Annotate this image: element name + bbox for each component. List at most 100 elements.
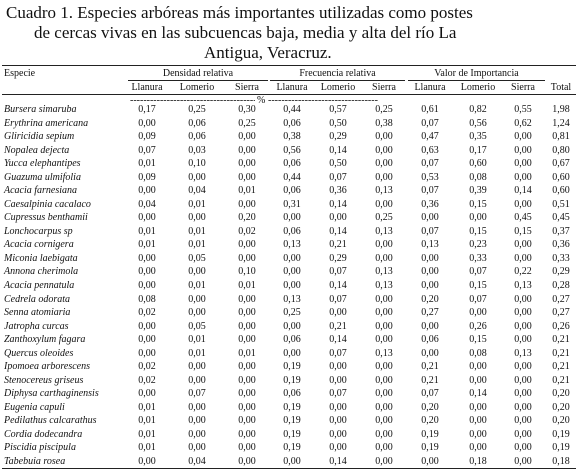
value: 0,47 [421, 131, 439, 143]
value: 0,20 [421, 415, 439, 427]
value: 0,17 [138, 104, 156, 115]
subheader: Lomerio [179, 82, 215, 93]
value: 0,30 [238, 104, 256, 115]
value: 0,00 [421, 212, 439, 224]
value: 0,00 [375, 442, 393, 454]
value: 0,07 [329, 266, 347, 278]
value: 0,21 [552, 374, 570, 386]
value: 0,80 [552, 144, 570, 156]
value: 0,00 [375, 320, 393, 332]
value: 0,00 [188, 171, 206, 183]
value: 0,13 [375, 225, 393, 237]
value: 0,00 [514, 361, 532, 373]
value: 0,19 [283, 415, 301, 427]
species: Jatropha curcas [4, 320, 69, 332]
value: 0,21 [421, 374, 439, 386]
value: 0,07 [329, 388, 347, 400]
value: 0,07 [421, 225, 439, 237]
value: 0,00 [329, 361, 347, 373]
value: 0,00 [329, 212, 347, 224]
subheader: Total [550, 82, 572, 93]
value: 0,00 [238, 428, 256, 440]
value: 0,13 [514, 280, 532, 291]
value: 0,00 [514, 415, 532, 427]
value: 0,15 [469, 225, 487, 237]
species: Guazuma ulmifolia [4, 171, 81, 183]
value: 0,38 [283, 131, 301, 143]
value: 0,00 [375, 158, 393, 170]
value: 0,00 [238, 361, 256, 373]
value: 0,02 [238, 225, 256, 237]
species: Cupressus benthamii [4, 212, 88, 224]
value: 0,20 [552, 415, 570, 427]
value: 0,00 [421, 266, 439, 278]
value: 0,01 [188, 347, 206, 359]
species: Senna atomiaria [4, 307, 71, 319]
value: 0,00 [238, 320, 256, 332]
value: 0,00 [514, 374, 532, 386]
value: 0,00 [421, 456, 439, 467]
value: 0,15 [514, 225, 532, 237]
value: 0,27 [421, 307, 439, 319]
value: 0,00 [514, 239, 532, 251]
value: 0,19 [283, 401, 301, 413]
value: 0,00 [238, 198, 256, 210]
value: 0,00 [329, 374, 347, 386]
value: 0,00 [283, 320, 301, 332]
value: 0,00 [238, 442, 256, 454]
value: 0,60 [552, 171, 570, 183]
value: 0,06 [283, 158, 301, 170]
value: 0,00 [469, 415, 487, 427]
value: 0,00 [375, 171, 393, 183]
value: 0,02 [138, 361, 156, 373]
value: 0,19 [421, 428, 439, 440]
species: Diphysa carthaginensis [4, 388, 99, 400]
group-header: Densidad relativa [162, 68, 234, 79]
subheader: Sierra [511, 82, 535, 93]
value: 0,33 [469, 252, 487, 264]
value: 0,50 [329, 158, 347, 170]
value: 0,07 [421, 158, 439, 170]
value: 0,67 [552, 158, 570, 170]
value: 1,98 [552, 104, 570, 115]
value: 0,00 [469, 442, 487, 454]
value: 0,00 [514, 171, 532, 183]
value: 0,06 [283, 185, 301, 197]
value: 0,19 [552, 442, 570, 454]
species: Ipomoea arborescens [4, 361, 91, 373]
value: 0,53 [421, 171, 439, 183]
species: Cedrela odorata [4, 293, 71, 305]
species: Piscidia piscipula [4, 442, 76, 454]
subheader: Sierra [235, 82, 259, 93]
value: 0,00 [329, 415, 347, 427]
value: 0,13 [514, 347, 532, 359]
subheader: Sierra [372, 82, 396, 93]
value: 0,00 [375, 198, 393, 210]
value: 0,20 [552, 401, 570, 413]
value: 0,00 [514, 388, 532, 400]
subheader: Llanura [414, 82, 446, 93]
value: 0,00 [469, 374, 487, 386]
value: 0,00 [514, 401, 532, 413]
value: 0,56 [283, 144, 301, 156]
value: 0,05 [188, 320, 206, 332]
value: 0,00 [138, 280, 156, 291]
value: 0,01 [238, 347, 256, 359]
value: 0,00 [329, 307, 347, 319]
title-line: Cuadro 1. Especies arbóreas más importan… [6, 3, 473, 22]
value: 0,01 [138, 225, 156, 237]
value: 0,01 [188, 280, 206, 291]
species: Miconia laebigata [4, 252, 78, 264]
value: 0,00 [238, 456, 256, 467]
value: 0,00 [421, 280, 439, 291]
value: 0,05 [188, 252, 206, 264]
value: 0,19 [283, 361, 301, 373]
value: 0,08 [138, 293, 156, 305]
value: 0,00 [283, 280, 301, 291]
value: 0,00 [375, 293, 393, 305]
value: 0,31 [283, 198, 301, 210]
value: 0,35 [469, 131, 487, 143]
value: 0,03 [188, 144, 206, 156]
value: 0,01 [138, 415, 156, 427]
species: Bursera simaruba [4, 104, 77, 115]
